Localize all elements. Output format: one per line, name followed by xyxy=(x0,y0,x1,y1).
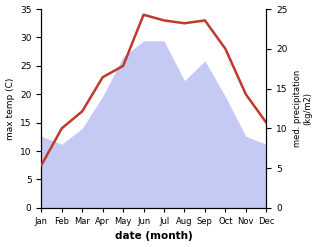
Y-axis label: max temp (C): max temp (C) xyxy=(5,77,15,140)
Y-axis label: med. precipitation
(kg/m2): med. precipitation (kg/m2) xyxy=(293,70,313,147)
X-axis label: date (month): date (month) xyxy=(115,231,193,242)
